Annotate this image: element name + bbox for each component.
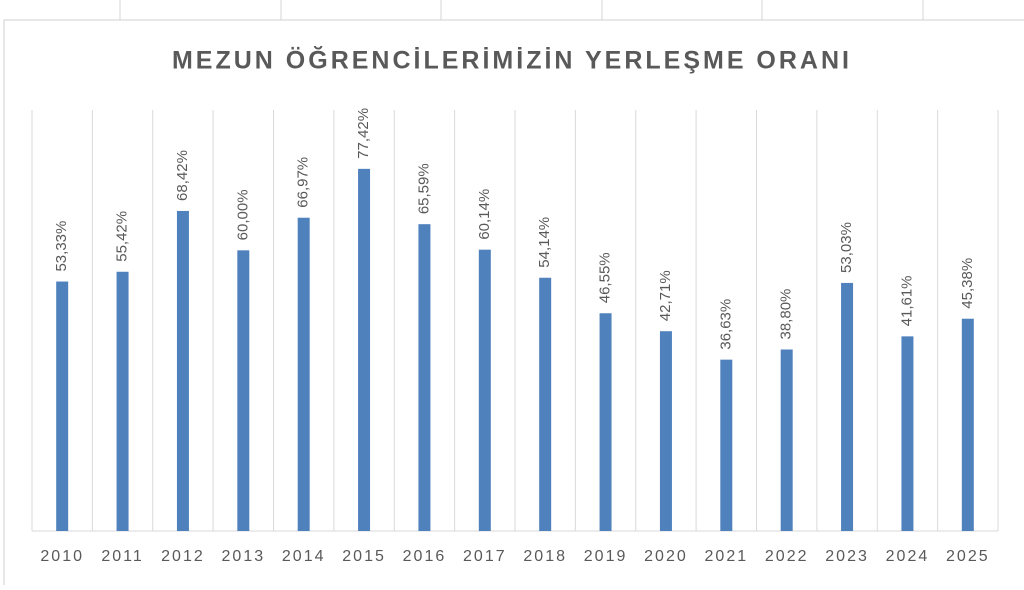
x-tick-label: 2023 [825,548,869,565]
value-label: 41,61% [898,275,915,326]
value-label: 66,97% [295,157,312,208]
value-label: 36,63% [717,299,734,350]
bar [116,271,129,531]
bar [418,224,431,531]
value-label: 53,33% [53,221,70,272]
bar [237,250,250,532]
value-label: 68,42% [174,150,191,201]
value-label: 65,59% [415,163,432,214]
x-tick-label: 2024 [886,548,930,565]
x-tick-label: 2016 [403,548,447,565]
x-tick-label: 2013 [222,548,266,565]
x-tick-label: 2020 [644,548,688,565]
value-label: 54,14% [536,217,553,268]
value-label: 60,00% [234,189,251,240]
value-label: 60,14% [476,189,493,240]
bar [358,168,371,532]
x-tick-label: 2025 [946,548,990,565]
value-label: 77,42% [355,108,372,159]
value-label: 46,55% [597,252,614,303]
chart-title: MEZUN ÖĞRENCİLERİMİZİN YERLEŞME ORANI [172,46,852,75]
x-tick-label: 2019 [584,548,628,565]
x-tick-label: 2014 [282,548,326,565]
bar [56,281,69,531]
bar [297,217,310,531]
x-tick-label: 2021 [705,548,749,565]
x-tick-label: 2015 [342,548,386,565]
value-label: 45,38% [959,258,976,309]
bar [841,282,854,531]
bar [176,210,189,531]
sheet-cells [119,0,924,20]
bar [961,318,974,531]
x-tick-label: 2018 [523,548,567,565]
x-tick-label: 2010 [40,548,84,565]
bar [720,359,733,531]
bar [901,336,914,531]
bar [539,277,552,531]
bar [599,313,612,531]
value-label: 42,71% [657,270,674,321]
value-label: 53,03% [838,222,855,273]
x-tick-label: 2022 [765,548,809,565]
x-tick-label: 2012 [161,548,205,565]
bar [659,331,672,531]
chart-area [3,19,1024,590]
bar [478,249,491,531]
bar [780,349,793,531]
value-label: 55,42% [114,211,131,262]
x-tick-label: 2011 [101,548,143,565]
value-label: 38,80% [778,289,795,340]
x-tick-label: 2017 [463,548,507,565]
